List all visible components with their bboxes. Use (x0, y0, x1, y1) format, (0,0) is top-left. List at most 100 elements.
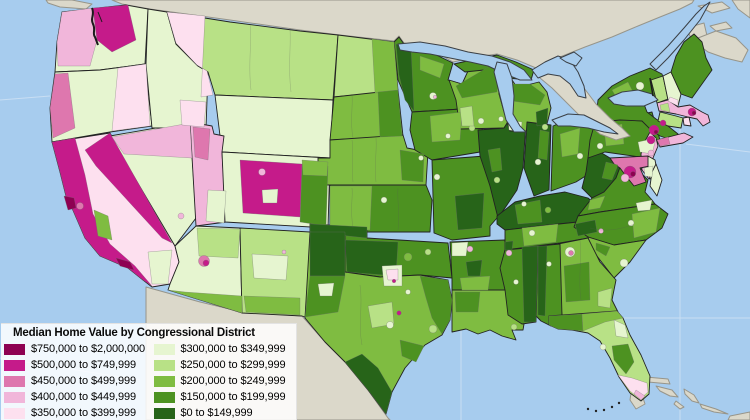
patch-wi-southwest[interactable] (459, 105, 475, 127)
patch-ar-pink[interactable] (466, 245, 474, 253)
patch-li-west[interactable] (656, 136, 671, 147)
patch-birmingham[interactable] (546, 261, 552, 267)
state-maine[interactable] (670, 33, 713, 99)
patch-wv-east[interactable] (601, 161, 619, 181)
patch-ca-sierra[interactable] (84, 132, 173, 244)
patch-wa-west[interactable] (56, 7, 98, 67)
patch-mt-west[interactable] (166, 11, 214, 98)
patch-raleigh[interactable] (627, 219, 635, 227)
patch-atlanta[interactable] (568, 250, 574, 256)
patch-jackson[interactable] (513, 279, 519, 285)
patch-sf-suburb[interactable] (76, 202, 84, 210)
patch-nh-south[interactable] (667, 96, 679, 107)
patch-miami[interactable] (633, 389, 646, 401)
patch-tx-panhandle[interactable] (309, 231, 346, 277)
patch-ne-east[interactable] (399, 149, 425, 183)
patch-tx-east[interactable] (419, 275, 453, 335)
patch-washington-dc[interactable] (630, 171, 636, 177)
patch-ut-se[interactable] (205, 189, 227, 224)
patch-ks-spot[interactable] (380, 196, 388, 204)
patch-ok-panhandle[interactable] (309, 223, 368, 239)
patch-az-north[interactable] (196, 227, 241, 259)
patch-houston[interactable] (428, 324, 438, 334)
patch-dfw-suburbs[interactable] (385, 268, 399, 281)
patch-santa-fe[interactable] (281, 249, 287, 255)
patch-milwaukee[interactable] (498, 116, 504, 122)
state-massachusetts[interactable] (656, 99, 711, 127)
patch-louisville[interactable] (521, 201, 527, 207)
patch-st-louis[interactable] (493, 176, 501, 184)
patch-ga-southwest[interactable] (563, 261, 591, 303)
patch-nm-center[interactable] (251, 253, 289, 281)
patch-tn-east[interactable] (574, 219, 598, 237)
patch-ca-valley[interactable] (93, 209, 113, 241)
state-wyoming[interactable] (214, 94, 334, 159)
patch-nv-north[interactable] (111, 122, 193, 159)
patch-minneapolis-core[interactable] (432, 94, 438, 100)
patch-indianapolis[interactable] (534, 158, 542, 166)
patch-tx-hill-country[interactable] (367, 301, 395, 329)
patch-sc-north[interactable] (595, 242, 611, 257)
patch-la-north[interactable] (454, 291, 481, 313)
patch-madison[interactable] (477, 117, 485, 125)
patch-seattle[interactable] (92, 4, 137, 53)
patch-az-south[interactable] (167, 289, 243, 314)
patch-la-metro[interactable] (115, 257, 135, 271)
patch-omaha[interactable] (418, 155, 424, 161)
patch-dallas[interactable] (391, 278, 397, 284)
patch-manhattan[interactable] (653, 129, 659, 135)
patch-va-southeast[interactable] (635, 199, 653, 212)
patch-ct-southwest[interactable] (659, 119, 667, 127)
patch-nova-suburbs[interactable] (620, 173, 630, 183)
patch-oklahoma-city[interactable] (403, 252, 413, 262)
patch-nj-north[interactable] (646, 135, 656, 145)
patch-sf-bay[interactable] (63, 195, 77, 211)
patch-tx-south[interactable] (344, 353, 393, 415)
patch-ia-center[interactable] (429, 111, 463, 143)
patch-columbus[interactable] (576, 152, 584, 160)
patch-ar-northwest[interactable] (451, 241, 469, 257)
patch-lexington[interactable] (544, 206, 552, 214)
patch-ma-west[interactable] (659, 102, 671, 113)
patch-little-rock[interactable] (465, 259, 483, 277)
patch-ny-spot[interactable] (635, 81, 645, 91)
patch-ar-south[interactable] (459, 275, 491, 291)
patch-tx-west[interactable] (304, 275, 346, 318)
state-new-hampshire[interactable] (662, 71, 682, 107)
patch-tampa[interactable] (599, 343, 607, 351)
patch-ca-south[interactable] (147, 249, 173, 285)
patch-nd-east[interactable] (371, 38, 399, 94)
patch-ks-west[interactable] (329, 185, 373, 231)
patch-or-coast[interactable] (49, 72, 76, 139)
patch-va-west[interactable] (587, 195, 606, 211)
patch-fl-northeast[interactable] (613, 319, 629, 339)
patch-philadelphia[interactable] (647, 149, 655, 157)
patch-charlotte[interactable] (598, 228, 604, 234)
patch-des-moines[interactable] (445, 133, 451, 139)
patch-vegas[interactable] (177, 212, 185, 220)
patch-boston-core[interactable] (691, 110, 697, 116)
patch-co-west[interactable] (239, 159, 303, 218)
patch-memphis[interactable] (504, 240, 514, 251)
patch-nashville[interactable] (528, 229, 536, 237)
patch-ga-southeast[interactable] (597, 287, 613, 309)
patch-co-ne[interactable] (301, 159, 329, 177)
patch-phoenix[interactable] (202, 259, 210, 267)
patch-detroit[interactable] (541, 123, 549, 131)
patch-in-east[interactable] (537, 129, 550, 161)
patch-san-antonio[interactable] (386, 321, 394, 329)
patch-al-west[interactable] (537, 245, 548, 317)
patch-tulsa[interactable] (424, 248, 432, 256)
patch-ky-center[interactable] (514, 199, 543, 225)
patch-ms-north[interactable] (505, 249, 513, 257)
patch-mi-thumb[interactable] (535, 107, 549, 127)
state-rhode-island[interactable] (682, 116, 692, 127)
patch-tx-coast[interactable] (399, 339, 425, 363)
patch-co-pink[interactable] (258, 168, 266, 176)
patch-mn-north[interactable] (419, 55, 445, 79)
patch-ut-slc[interactable] (192, 126, 211, 161)
patch-fl-center[interactable] (611, 343, 635, 375)
patch-austin[interactable] (396, 310, 402, 316)
patch-id-se[interactable] (179, 99, 207, 128)
patch-tn-middle[interactable] (521, 223, 559, 247)
